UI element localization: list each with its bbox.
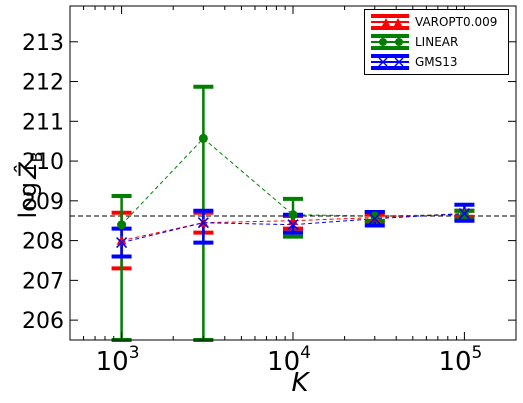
legend-label-linear: LINEAR xyxy=(415,35,459,49)
y-tick-label: 209 xyxy=(22,190,64,215)
marker-linear xyxy=(198,133,208,143)
x-tick-label: 103 xyxy=(96,343,140,377)
marker-gms13 xyxy=(116,237,128,249)
x-axis-label: K xyxy=(291,368,310,398)
y-tick-label: 210 xyxy=(22,150,64,175)
series-line-gms13 xyxy=(121,213,465,244)
legend-item-gms13: GMS13 xyxy=(365,52,510,72)
markers-layer xyxy=(116,133,470,249)
ticks-layer xyxy=(70,6,516,340)
marker-linear xyxy=(117,220,127,230)
x-tick-label: 105 xyxy=(438,343,482,377)
legend-label-varopt: VAROPT0.009 xyxy=(415,15,498,29)
y-tick-label: 213 xyxy=(22,31,64,56)
marker-gms13 xyxy=(287,219,299,231)
legend-swatch-varopt xyxy=(371,14,409,30)
legend-item-varopt: VAROPT0.009 xyxy=(365,12,510,32)
marker-varopt0-009 xyxy=(116,235,127,245)
legend-label-gms13: GMS13 xyxy=(415,55,458,69)
y-tick-label: 212 xyxy=(22,71,64,96)
legend-item-linear: LINEAR xyxy=(365,32,510,52)
marker-gms13 xyxy=(197,217,209,229)
marker-linear xyxy=(288,210,298,220)
y-tick-label: 207 xyxy=(22,269,64,294)
marker-linear xyxy=(370,211,380,221)
series-line-linear xyxy=(121,137,465,226)
marker-gms13 xyxy=(458,208,470,220)
y-tick-label: 211 xyxy=(22,110,64,135)
legend: VAROPT0.009 LINEAR GMS13 xyxy=(364,9,509,75)
y-axis-label: logẐB xyxy=(13,151,46,218)
marker-linear xyxy=(459,210,469,220)
y-tick-label: 206 xyxy=(22,309,64,334)
series-lines-layer xyxy=(121,137,465,244)
marker-gms13 xyxy=(369,213,381,225)
legend-swatch-gms13 xyxy=(371,54,409,70)
y-tick-label: 208 xyxy=(22,230,64,255)
legend-swatch-linear xyxy=(371,34,409,50)
